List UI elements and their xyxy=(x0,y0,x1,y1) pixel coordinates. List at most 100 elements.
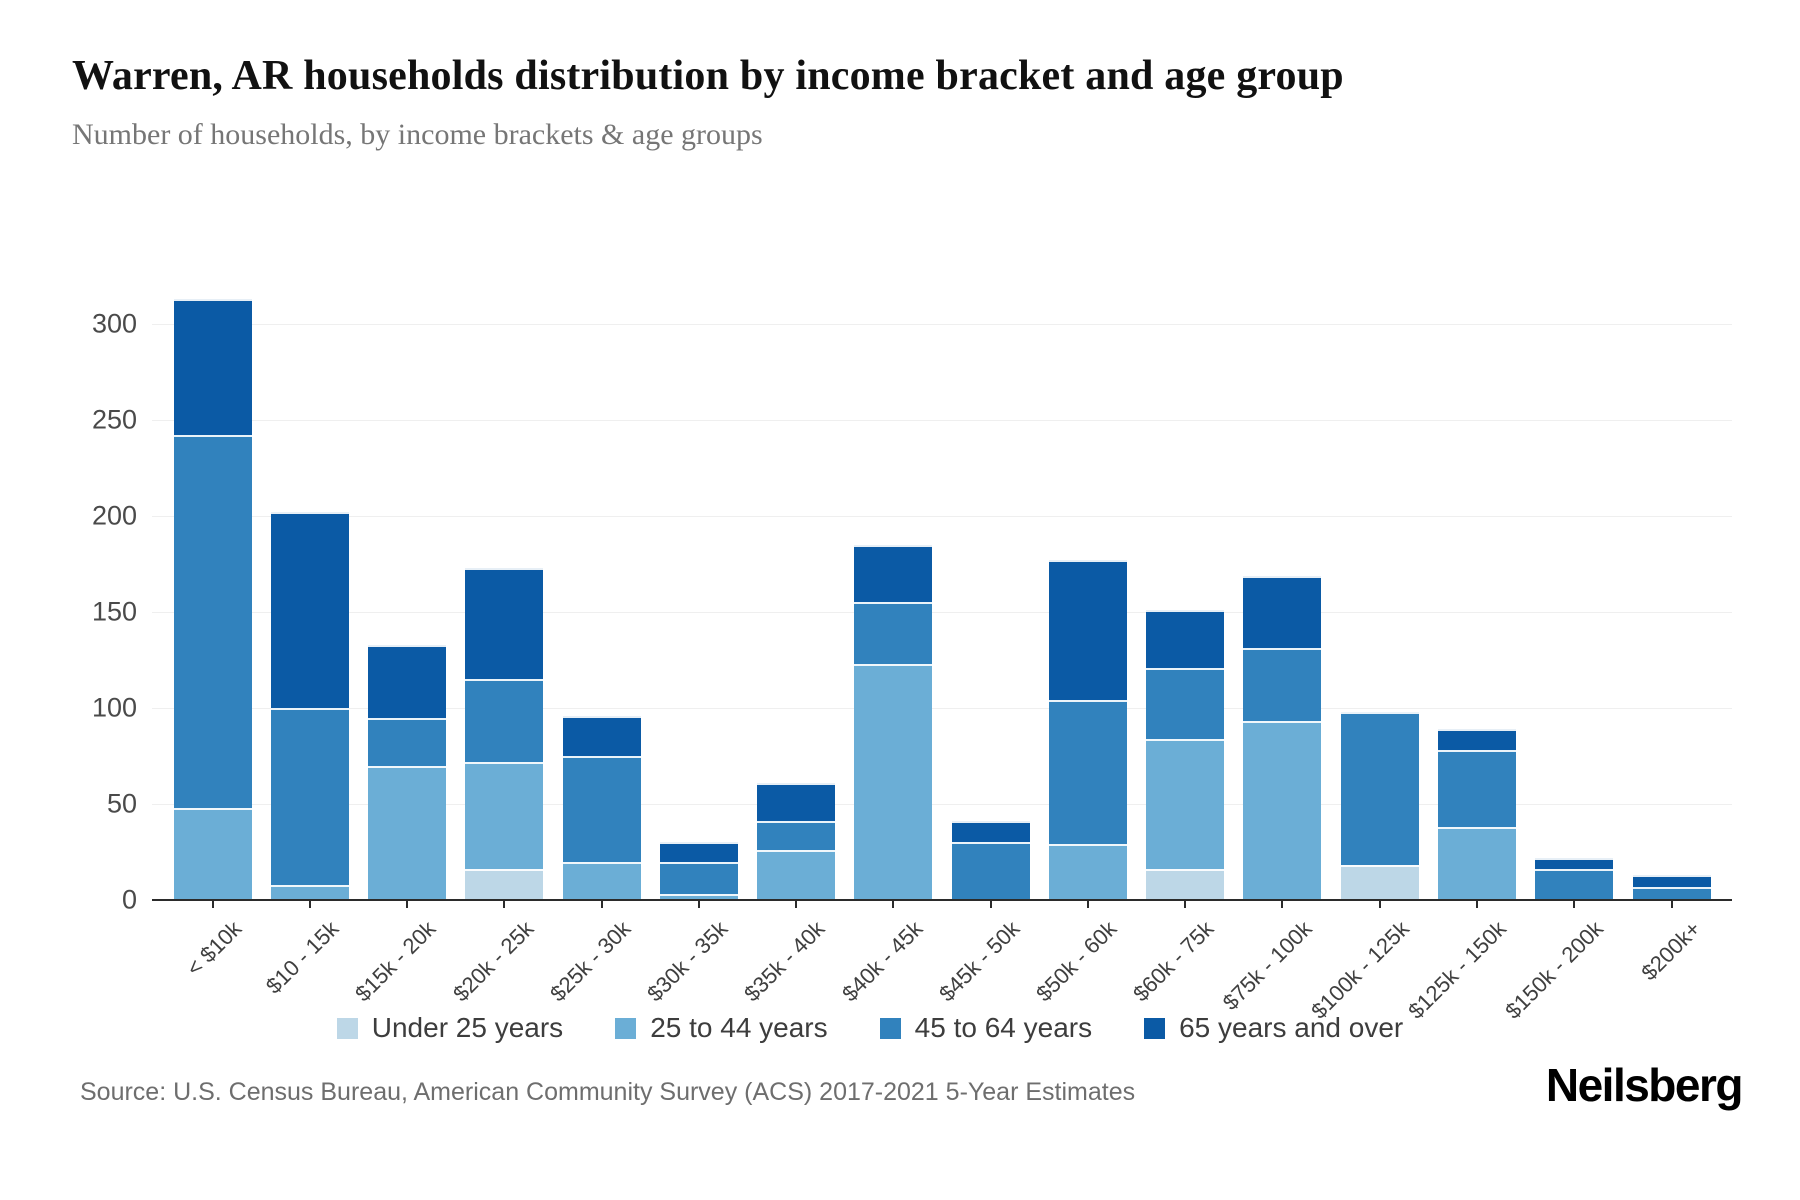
x-axis-tick-label: $150k - 200k xyxy=(1500,916,1608,1024)
bar-segment xyxy=(1048,560,1127,701)
bar-segment xyxy=(173,807,252,900)
bar-segment xyxy=(368,717,447,766)
legend-label: 65 years and over xyxy=(1179,1012,1404,1043)
brand-logo: Neilsberg xyxy=(1545,1059,1744,1111)
legend-swatch xyxy=(1144,1017,1166,1039)
y-gridline xyxy=(152,804,1732,805)
x-axis-tick xyxy=(1378,900,1381,908)
x-axis-tick-label: $20k - 25k xyxy=(447,916,538,1007)
legend-label: Under 25 years xyxy=(371,1012,564,1043)
legend-item: 25 to 44 years xyxy=(615,1012,828,1044)
bar-segment xyxy=(1340,865,1419,900)
y-gridline xyxy=(152,708,1732,709)
bar-segment xyxy=(465,869,544,900)
bar-segment xyxy=(659,861,738,895)
x-axis-tick xyxy=(1086,900,1089,908)
bar-segment xyxy=(270,512,349,708)
x-axis-tick-label: $30k - 35k xyxy=(642,916,733,1007)
legend-label: 25 to 44 years xyxy=(650,1012,828,1043)
bar-segment xyxy=(270,884,349,900)
legend-swatch xyxy=(336,1017,358,1039)
bar-segment xyxy=(1146,869,1225,900)
x-axis-tick xyxy=(1670,900,1673,908)
bar-segment xyxy=(562,715,641,756)
x-axis-tick xyxy=(211,900,214,908)
x-axis-tick-label: $200k+ xyxy=(1636,916,1706,986)
bar-segment xyxy=(854,544,933,603)
x-axis-tick xyxy=(795,900,798,908)
x-axis-tick xyxy=(1184,900,1187,908)
source-note: Source: U.S. Census Bureau, American Com… xyxy=(80,1078,1136,1106)
x-axis-tick-label: $40k - 45k xyxy=(836,916,928,1007)
bar-segment xyxy=(368,644,447,718)
bar-segment xyxy=(1146,667,1225,739)
x-axis-tick xyxy=(697,900,700,908)
x-axis-tick xyxy=(1476,900,1478,908)
bar-segment xyxy=(465,761,544,870)
y-axis-tick-label: 100 xyxy=(91,692,137,723)
y-gridline xyxy=(152,420,1732,421)
bar-segment xyxy=(1243,648,1322,722)
bar-segment xyxy=(1438,729,1516,751)
bar-segment xyxy=(1146,610,1225,668)
bar-segment xyxy=(757,850,836,900)
bar-segment xyxy=(368,765,447,900)
bar-segment xyxy=(173,299,252,436)
x-axis-line xyxy=(152,899,1732,901)
y-axis-tick-label: 300 xyxy=(91,308,137,339)
bar-segment xyxy=(1243,575,1322,649)
x-axis-tick-label: $45k - 50k xyxy=(934,916,1025,1007)
bar-segment xyxy=(1438,750,1516,828)
x-axis-tick-label: $60k - 75k xyxy=(1128,916,1219,1007)
legend-label: 45 to 64 years xyxy=(914,1012,1093,1043)
bar-segment xyxy=(1632,886,1711,900)
x-axis-tick-label: $75k - 100k xyxy=(1217,916,1317,1015)
x-axis-tick-label: < $10k xyxy=(181,916,247,981)
legend-item: 45 to 64 years xyxy=(879,1012,1093,1044)
bar-segment xyxy=(1340,711,1419,866)
bar-segment xyxy=(270,708,349,885)
x-axis-tick-label: $100k - 125k xyxy=(1305,916,1414,1024)
bar-segment xyxy=(1438,827,1516,900)
y-gridline xyxy=(152,612,1732,613)
bar-segment xyxy=(1048,844,1127,900)
bar-segment xyxy=(659,842,738,862)
bar-segment xyxy=(562,861,641,900)
bar-segment xyxy=(854,602,933,664)
bar-segment xyxy=(757,821,836,851)
y-axis-tick-label: 150 xyxy=(91,596,137,627)
x-axis-tick-label: $15k - 20k xyxy=(350,916,441,1007)
bar-segment xyxy=(1048,700,1127,845)
chart-subtitle: Number of households, by income brackets… xyxy=(72,118,763,151)
x-axis-tick xyxy=(308,900,311,908)
x-axis-tick xyxy=(989,900,992,908)
x-axis-tick xyxy=(1281,900,1284,908)
bar-segment xyxy=(951,842,1030,900)
x-axis-tick xyxy=(1573,900,1576,908)
x-axis-tick xyxy=(600,900,603,908)
x-axis-tick-label: $50k - 60k xyxy=(1031,916,1122,1007)
x-axis-tick-label: $125k - 150k xyxy=(1403,916,1511,1024)
bar-segment xyxy=(562,756,641,862)
x-axis-tick-label: $25k - 30k xyxy=(544,916,636,1007)
bar-segment xyxy=(1535,869,1614,900)
x-axis-tick-label: $10 - 15k xyxy=(260,916,344,999)
x-axis-tick xyxy=(892,900,895,908)
bar-segment xyxy=(854,663,933,900)
bar-segment xyxy=(1146,738,1225,870)
bar-segment xyxy=(1632,875,1711,887)
bar-segment xyxy=(465,567,544,680)
y-gridline xyxy=(152,516,1732,517)
y-axis-tick-label: 250 xyxy=(91,404,137,435)
legend: Under 25 years 25 to 44 years 45 to 64 yea… xyxy=(150,1012,1590,1044)
y-axis-tick-label: 50 xyxy=(106,788,137,819)
bar-segment xyxy=(173,435,252,808)
legend-item: Under 25 years xyxy=(336,1012,564,1044)
x-axis-tick-label: $35k - 40k xyxy=(739,916,830,1007)
bar-segment xyxy=(1535,857,1614,870)
y-gridline xyxy=(152,324,1732,325)
y-axis-tick-label: 0 xyxy=(121,884,137,915)
legend-swatch xyxy=(879,1017,901,1039)
